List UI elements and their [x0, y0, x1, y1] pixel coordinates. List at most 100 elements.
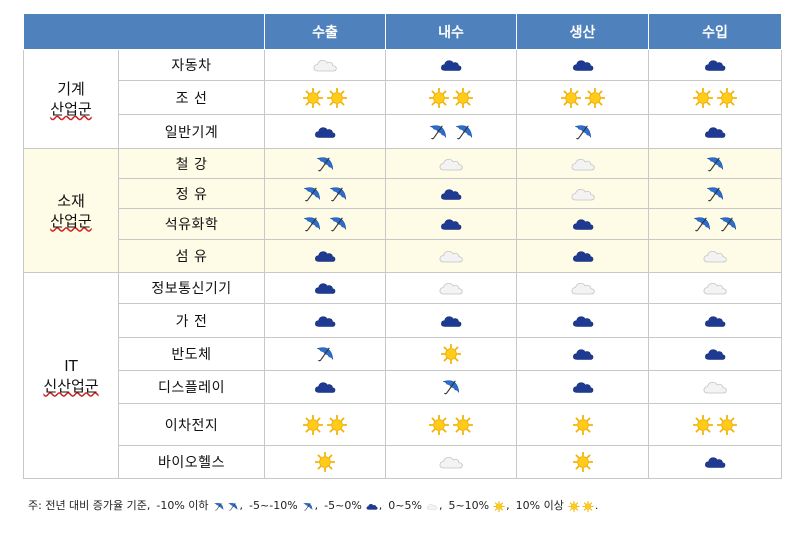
industry-label: 바이오헬스 — [118, 445, 265, 479]
group-label-line: IT — [64, 356, 78, 375]
legend-entry-label: -5~0% — [324, 499, 362, 512]
industry-label: 조 선 — [118, 80, 265, 115]
legend-entry-label: 10% 이상 — [515, 499, 564, 512]
legend-entry: -10% 이하 , — [156, 499, 244, 512]
forecast-cell — [385, 178, 517, 209]
forecast-cell — [516, 208, 649, 240]
header-production: 생산 — [516, 13, 649, 50]
table-row: 소재 산업군 철 강 — [23, 148, 782, 273]
forecast-cell — [516, 178, 649, 209]
forecast-cell — [648, 272, 782, 304]
legend-prefix: 주: 전년 대비 증가율 기준, — [28, 499, 151, 512]
dark-cloud-icon — [365, 499, 379, 512]
group-label-line: 기계 — [57, 80, 85, 98]
forecast-cell — [264, 208, 386, 240]
table-row: 석유화학 — [24, 208, 782, 240]
industry-label: 가 전 — [118, 303, 265, 338]
header-row: 수출 내수 생산 수입 — [23, 13, 782, 50]
forecast-cell — [516, 114, 649, 149]
forecast-cell — [385, 49, 517, 81]
header-corner — [23, 13, 265, 50]
forecast-cell — [264, 80, 386, 115]
table-row: 반도체 — [24, 337, 782, 371]
forecast-cell — [516, 148, 649, 179]
forecast-cell — [264, 114, 386, 149]
industry-label: 섬 유 — [118, 239, 265, 273]
forecast-cell — [264, 403, 386, 446]
legend-entry-label: 5~10% — [448, 499, 490, 512]
industry-label: 이차전지 — [118, 403, 265, 446]
industry-label: 일반기계 — [118, 114, 265, 149]
table-row: IT 신산업군 정보통신기기 — [23, 272, 782, 479]
forecast-cell — [516, 445, 649, 479]
forecast-cell — [648, 148, 782, 179]
industry-label: 철 강 — [118, 148, 265, 179]
white-cloud-icon — [425, 499, 439, 512]
group-label-line: 산업군 — [50, 211, 92, 230]
table-row: 섬 유 — [24, 239, 782, 273]
forecast-cell — [516, 303, 649, 338]
header-export: 수출 — [264, 13, 386, 50]
legend-entry: 5~10%, — [448, 499, 510, 512]
forecast-cell — [264, 272, 386, 304]
industry-label: 디스플레이 — [118, 370, 265, 404]
legend-entry: 10% 이상 — [516, 499, 595, 512]
industry-label: 정 유 — [118, 178, 265, 209]
forecast-cell — [648, 445, 782, 479]
industry-label: 석유화학 — [118, 208, 265, 240]
table-row: 정 유 — [24, 178, 782, 209]
table-row: 이차전지 — [24, 403, 782, 446]
group-label-line: 소재 — [57, 191, 85, 210]
forecast-cell — [264, 445, 386, 479]
legend: 주: 전년 대비 증가율 기준, -10% 이하 , -5~-10% , -5~0%,… — [28, 497, 598, 513]
forecast-cell — [516, 239, 649, 273]
table-row: 바이오헬스 — [24, 445, 782, 479]
forecast-cell — [385, 80, 517, 115]
forecast-cell — [516, 370, 649, 404]
double-umbrella-icon — [212, 499, 240, 512]
forecast-cell — [385, 114, 517, 149]
double-sun-icon — [567, 499, 595, 512]
forecast-cell — [264, 148, 386, 179]
table-row: 조 선 — [24, 80, 782, 115]
group-label: 소재 산업군 — [23, 148, 119, 273]
forecast-cell — [264, 49, 386, 81]
legend-entry: 0~5%, — [388, 499, 443, 512]
forecast-cell — [648, 178, 782, 209]
forecast-cell — [264, 303, 386, 338]
forecast-cell — [264, 337, 386, 371]
forecast-cell — [648, 80, 782, 115]
industry-label: 반도체 — [118, 337, 265, 371]
legend-entry-label: -5~-10% — [249, 499, 298, 512]
forecast-cell — [648, 49, 782, 81]
forecast-cell — [648, 403, 782, 446]
forecast-table: 수출 내수 생산 수입 기계 산업군 자동차 조 선 일반기계 소재 산업군 철 강 정 유 — [23, 13, 782, 479]
forecast-cell — [385, 239, 517, 273]
table-row: 기계 산업군 자동차 — [23, 49, 782, 149]
forecast-cell — [648, 337, 782, 371]
forecast-cell — [516, 272, 649, 304]
table-row: 일반기계 — [24, 114, 782, 149]
forecast-cell — [648, 114, 782, 149]
forecast-cell — [516, 337, 649, 371]
forecast-cell — [648, 239, 782, 273]
sun-icon — [492, 499, 506, 512]
forecast-cell — [385, 148, 517, 179]
forecast-cell — [648, 208, 782, 240]
forecast-cell — [385, 208, 517, 240]
industry-label: 정보통신기기 — [118, 272, 265, 304]
forecast-cell — [648, 370, 782, 404]
legend-entry: -5~-10% , — [249, 499, 319, 512]
group-label: 기계 산업군 — [23, 49, 119, 149]
forecast-cell — [385, 403, 517, 446]
forecast-cell — [385, 370, 517, 404]
forecast-cell — [385, 445, 517, 479]
forecast-cell — [648, 303, 782, 338]
table-row: 디스플레이 — [24, 370, 782, 404]
header-import: 수입 — [648, 13, 782, 50]
legend-entry-label: 0~5% — [388, 499, 422, 512]
forecast-cell — [385, 272, 517, 304]
group-label: IT 신산업군 — [23, 272, 119, 479]
industry-label: 자동차 — [118, 49, 265, 81]
forecast-cell — [385, 303, 517, 338]
